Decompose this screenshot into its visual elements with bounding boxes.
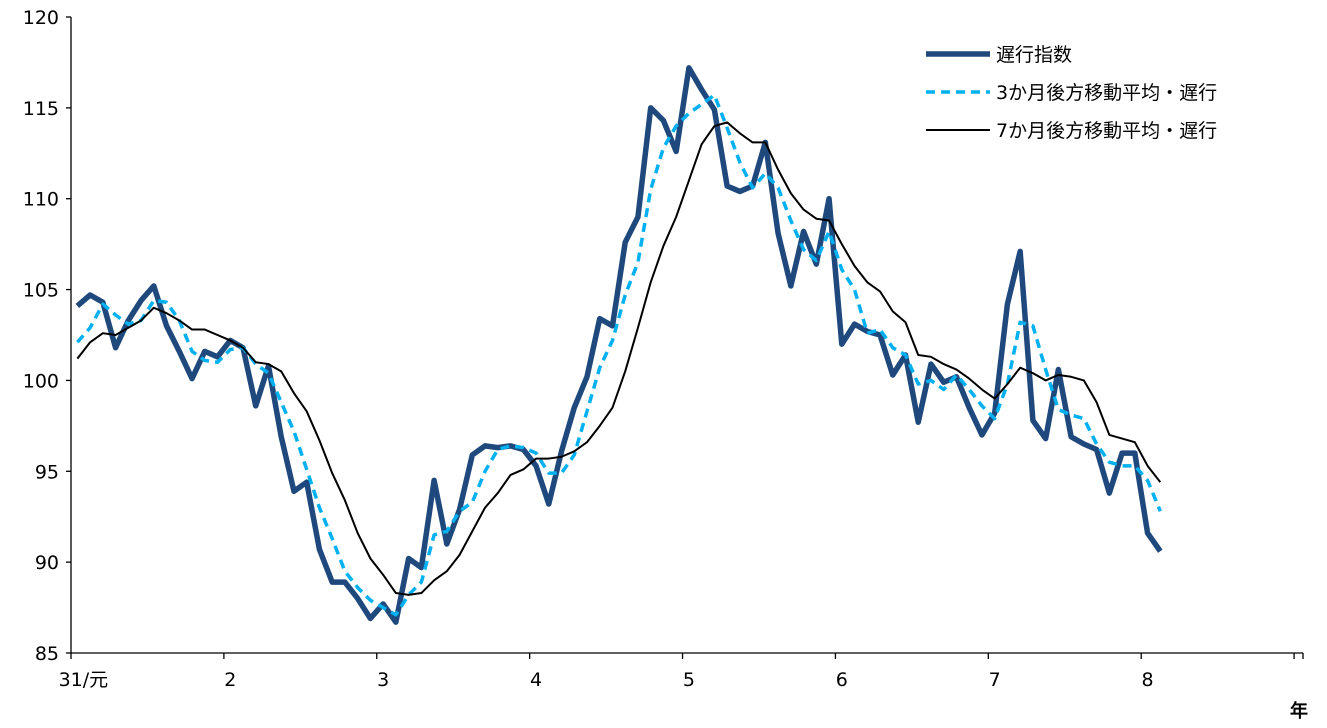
x-tick-label: 5 [683, 669, 695, 691]
legend: 遅行指数 3か月後方移動平均・遅行 7か月後方移動平均・遅行 [926, 44, 1217, 142]
x-tick-label: 6 [836, 669, 848, 691]
y-tick-label: 105 [23, 280, 59, 302]
y-tick-label: 95 [35, 461, 59, 483]
axes: 85 90 95 100 105 110 115 120 31/元 2 3 4 5 6 7 8 年 [23, 7, 1308, 722]
legend-label-3: 7か月後方移動平均・遅行 [996, 120, 1217, 142]
series-layer [75, 65, 1163, 625]
legend-label-2: 3か月後方移動平均・遅行 [996, 82, 1217, 104]
x-tick-label: 2 [224, 669, 236, 691]
series-line-3 [76, 121, 1162, 596]
y-tick-label: 85 [35, 643, 59, 665]
series-line-2 [76, 93, 1162, 617]
y-tick-label: 110 [23, 189, 59, 211]
series-line-1 [75, 65, 1163, 625]
y-tick-label: 90 [35, 552, 59, 574]
x-tick-label: 4 [530, 669, 542, 691]
y-tick-label: 115 [23, 98, 59, 120]
y-tick-label: 100 [23, 370, 59, 392]
x-tick-label: 3 [377, 669, 389, 691]
x-axis-unit-label: 年 [1290, 700, 1308, 722]
y-tick-label: 120 [23, 7, 59, 29]
x-tick-label: 8 [1142, 669, 1154, 691]
legend-label-1: 遅行指数 [996, 44, 1072, 66]
x-tick-label: 7 [989, 669, 1001, 691]
x-tick-label: 31/元 [59, 669, 109, 691]
